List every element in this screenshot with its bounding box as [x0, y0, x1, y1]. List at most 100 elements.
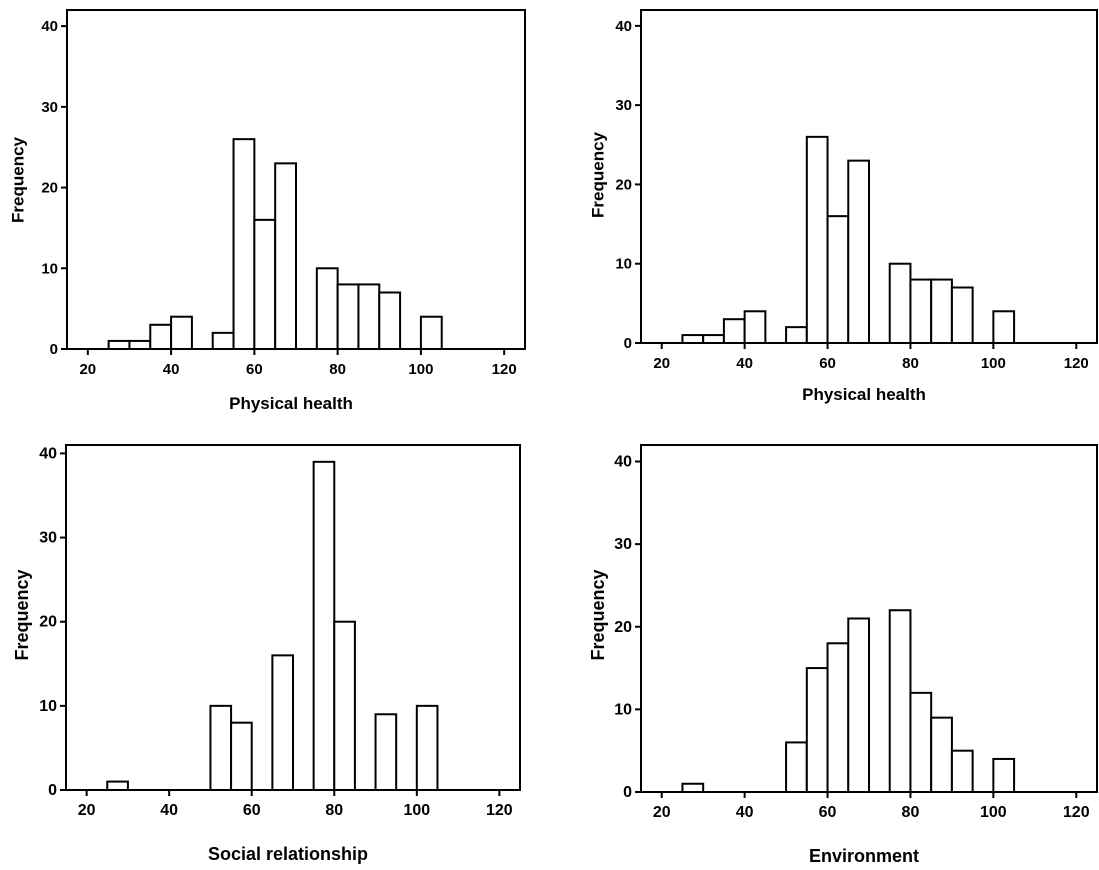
y-tick-label: 20 [41, 180, 58, 197]
x-tick-label: 120 [1064, 355, 1089, 372]
x-tick-label: 20 [653, 355, 670, 372]
histogram-bar-90-95 [950, 749, 974, 794]
y-tick-label: 10 [41, 260, 58, 277]
histogram-bar-90-95 [374, 713, 398, 791]
x-tick-label: 120 [492, 361, 517, 378]
histogram-bar-40-45 [170, 315, 193, 351]
histogram-bar-85-90 [930, 278, 953, 345]
histogram-bar-90-95 [950, 286, 974, 344]
y-tick-label: 30 [41, 99, 58, 116]
x-tick-label: 100 [981, 355, 1006, 372]
x-tick-label: 120 [1063, 804, 1090, 821]
histogram-physical-health-top-right: 20 40 60 80 100 120 0 10 20 30 40 Physical health Fr… [589, 9, 1098, 404]
histogram-bar-30-35 [702, 334, 725, 345]
histogram-bar-35-40 [149, 323, 173, 350]
histogram-bar-55-60 [232, 138, 256, 350]
histogram-bar-75-80 [315, 267, 339, 350]
y-tick-label: 0 [624, 335, 632, 352]
histogram-bar-100-105 [992, 757, 1016, 794]
y-tick-label: 0 [50, 341, 58, 358]
y-tick-label: 10 [614, 701, 632, 718]
x-tick-label: 40 [736, 355, 753, 372]
histogram-bar-25-30 [681, 334, 705, 345]
x-tick-label: 40 [160, 802, 178, 819]
x-tick-label: 20 [78, 802, 96, 819]
x-tick-label: 100 [403, 802, 430, 819]
plot-frame [66, 9, 526, 350]
histogram-bar-35-40 [722, 318, 746, 345]
x-tick-label: 80 [902, 804, 920, 821]
y-tick-label: 30 [614, 536, 632, 553]
histogram-bar-80-85 [909, 278, 933, 345]
histogram-bar-75-80 [312, 460, 336, 792]
x-tick-label: 80 [902, 355, 919, 372]
histogram-bar-30-35 [128, 339, 152, 350]
x-tick-label: 120 [486, 802, 513, 819]
x-tick-label: 40 [736, 804, 754, 821]
histogram-social-relationship: 20 40 60 80 100 120 0 10 20 30 40 Social relationsh… [12, 444, 521, 864]
histogram-bar-100-105 [415, 704, 439, 792]
histogram-bar-80-85 [336, 283, 360, 350]
histogram-bar-80-85 [333, 620, 356, 791]
x-axis-label: Physical health [802, 385, 926, 404]
plot-frame [640, 9, 1098, 344]
histogram-bar-55-60 [230, 721, 253, 791]
y-axis-label: Frequency [588, 569, 608, 660]
x-tick-label: 40 [163, 361, 180, 378]
y-tick-label: 40 [41, 18, 58, 35]
y-tick-label: 20 [39, 614, 57, 631]
y-axis-label: Frequency [9, 136, 28, 223]
x-axis-label: Physical health [229, 394, 353, 413]
histogram-bar-75-80 [888, 609, 912, 793]
x-tick-label: 60 [243, 802, 261, 819]
y-tick-label: 30 [615, 97, 632, 114]
histogram-bar-75-80 [888, 262, 912, 345]
histogram-bar-50-55 [785, 326, 808, 344]
y-tick-label: 10 [615, 256, 632, 273]
y-tick-label: 0 [48, 782, 57, 799]
histogram-bar-100-105 [419, 315, 443, 351]
histogram-bar-90-95 [378, 291, 402, 350]
x-tick-label: 60 [246, 361, 263, 378]
histogram-bar-100-105 [992, 310, 1016, 344]
y-tick-label: 40 [39, 445, 57, 462]
y-tick-label: 30 [39, 530, 57, 547]
histogram-bar-85-90 [930, 716, 953, 793]
y-tick-label: 40 [614, 454, 632, 471]
histogram-bar-50-55 [211, 331, 235, 351]
y-axis-label: Frequency [589, 131, 608, 218]
histogram-bar-55-60 [805, 667, 829, 793]
histogram-bar-60-65 [826, 215, 850, 344]
histogram-bar-25-30 [106, 780, 129, 791]
y-tick-label: 20 [615, 176, 632, 193]
histogram-bar-60-65 [826, 642, 850, 793]
histogram-bar-25-30 [681, 782, 705, 794]
y-axis-label: Frequency [12, 569, 32, 660]
histogram-bar-60-65 [253, 218, 277, 350]
x-tick-label: 60 [819, 804, 837, 821]
x-tick-label: 100 [408, 361, 433, 378]
histogram-bar-65-70 [271, 654, 295, 791]
x-tick-label: 100 [980, 804, 1007, 821]
x-axis-label: Social relationship [208, 844, 368, 864]
histogram-bar-65-70 [274, 162, 298, 350]
plot-frame [640, 444, 1098, 793]
y-tick-label: 40 [615, 18, 632, 35]
histogram-bar-50-55 [785, 741, 808, 793]
histogram-bar-65-70 [847, 159, 871, 344]
x-axis-label: Environment [809, 846, 919, 866]
histogram-bar-50-55 [209, 704, 233, 792]
y-tick-label: 10 [39, 698, 57, 715]
plot-frame [65, 444, 521, 791]
histogram-bar-55-60 [805, 135, 829, 344]
histogram-bar-40-45 [743, 310, 767, 344]
histogram-physical-health-top-left: 20 40 60 80 100 120 0 10 20 30 40 Physical health Fr… [9, 9, 526, 413]
histogram-bar-65-70 [847, 617, 871, 793]
x-tick-label: 80 [325, 802, 343, 819]
x-tick-label: 80 [329, 361, 346, 378]
y-tick-label: 0 [623, 784, 632, 801]
histogram-bar-25-30 [107, 339, 131, 350]
x-tick-label: 20 [653, 804, 671, 821]
x-tick-label: 20 [79, 361, 96, 378]
